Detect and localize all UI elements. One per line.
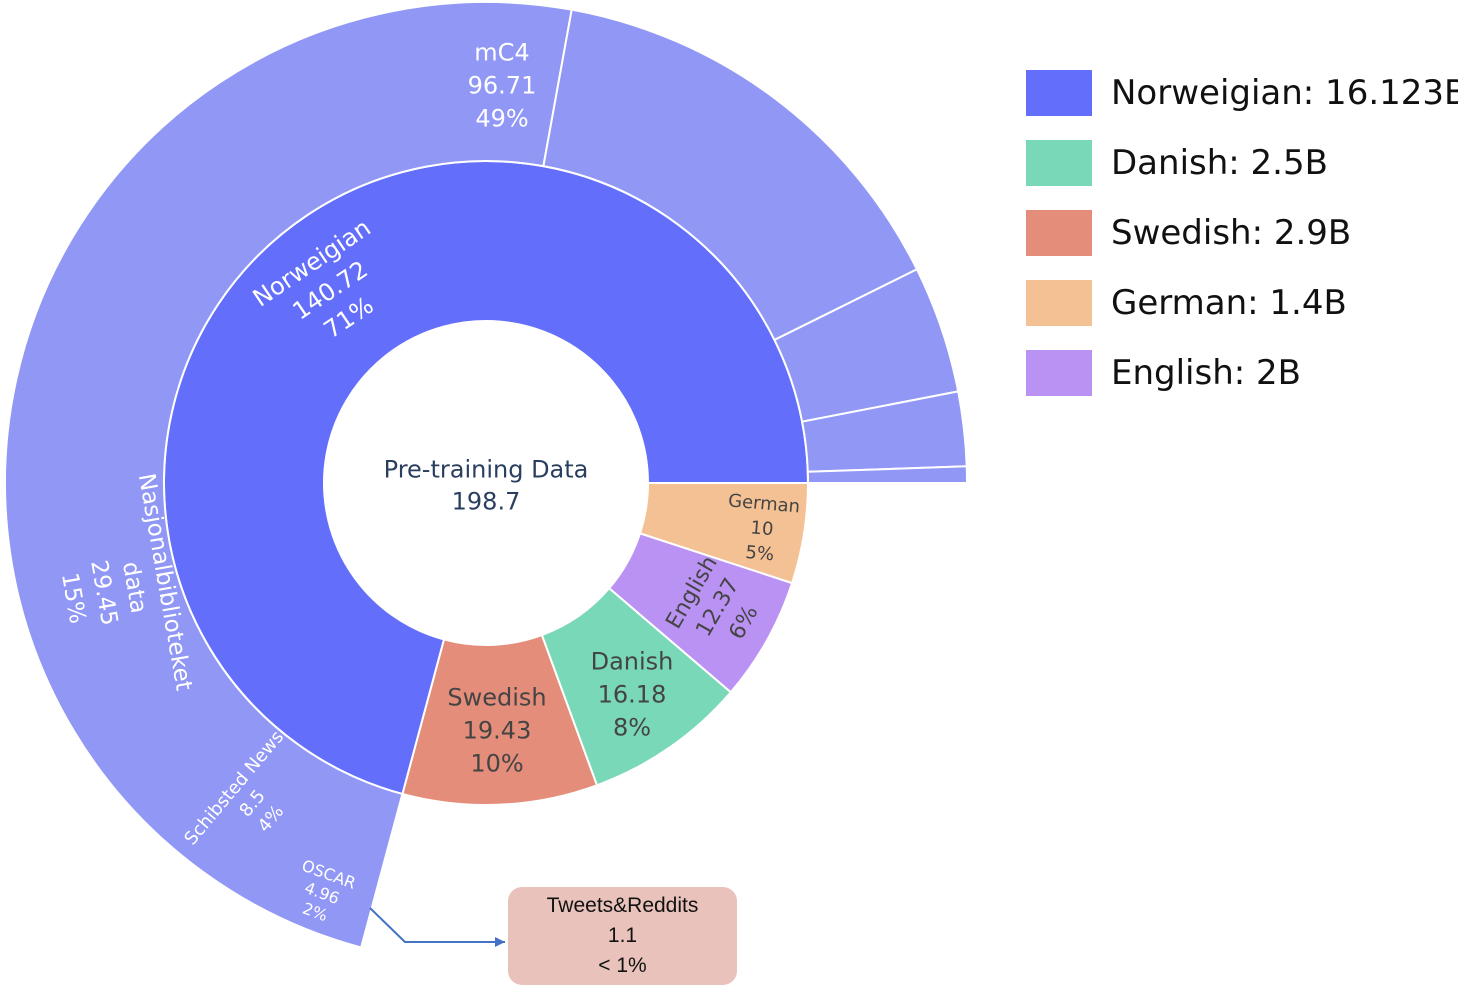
outer-segment-oscar	[800, 390, 968, 473]
outer-segment-nasjonalbiblioteket-data	[542, 8, 919, 342]
inner-label-danish: Danish 16.18 8%	[591, 647, 674, 741]
outer-segment-mc4	[4, 1, 573, 949]
legend-label: Norweigian: 16.123B	[1111, 73, 1458, 113]
callout-label: Tweets&Reddits	[546, 894, 699, 917]
callout-percent: < 1%	[598, 954, 647, 977]
legend-swatch	[1026, 70, 1092, 116]
legend-item-german: German: 1.4B	[1026, 280, 1458, 326]
tweets-reddits-callout: Tweets&Reddits 1.1 < 1%	[508, 887, 737, 985]
legend-swatch	[1026, 210, 1092, 256]
legend-item-danish: Danish: 2.5B	[1026, 140, 1458, 186]
legend-item-english: English: 2B	[1026, 350, 1458, 396]
legend-item-swedish: Swedish: 2.9B	[1026, 210, 1458, 256]
callout-arrowhead	[495, 937, 505, 947]
center-label: Pre-training Data 198.7	[384, 455, 589, 515]
outer-segment-schibsted-news	[773, 267, 960, 423]
legend-label: Danish: 2.5B	[1111, 143, 1328, 183]
legend-label: English: 2B	[1111, 353, 1301, 393]
legend-label: German: 1.4B	[1111, 283, 1347, 323]
legend-swatch	[1026, 350, 1092, 396]
callout-connector	[369, 907, 505, 943]
legend-swatch	[1026, 280, 1092, 326]
callout-value: 1.1	[607, 924, 638, 947]
legend-swatch	[1026, 140, 1092, 186]
center-hole	[324, 321, 648, 645]
outer-segment-tweets-reddits	[806, 465, 969, 484]
inner-segment-swedish	[401, 633, 599, 806]
legend: Norweigian: 16.123B Danish: 2.5B Swedish…	[1026, 70, 1458, 420]
inner-label-swedish: Swedish 19.43 10%	[447, 683, 546, 777]
outer-label-mc4: mC4 96.71 49%	[468, 38, 537, 132]
legend-label: Swedish: 2.9B	[1111, 213, 1352, 253]
legend-item-norwegian: Norweigian: 16.123B	[1026, 70, 1458, 116]
